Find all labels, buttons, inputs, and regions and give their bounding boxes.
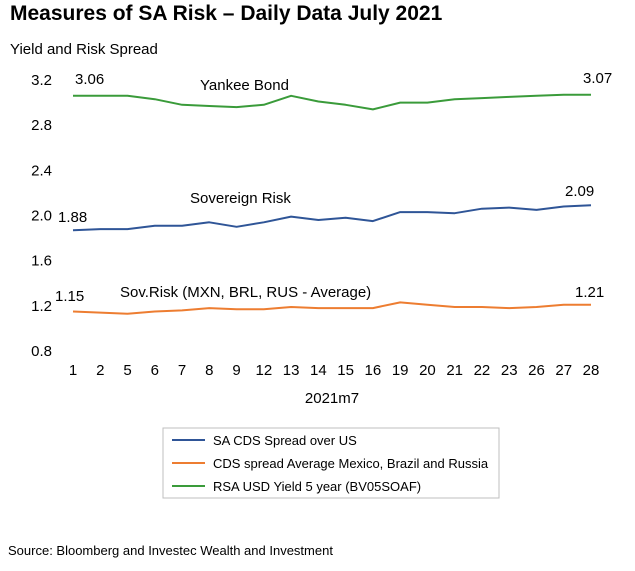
x-tick-label: 7 [178,362,186,379]
y-tick-label: 0.8 [31,343,52,360]
value-label-average-start: 1.15 [55,288,84,305]
x-tick-label: 21 [446,362,463,379]
series-line-2 [73,93,591,111]
series-line-1 [72,301,591,315]
chart-title: Measures of SA Risk – Daily Data July 20… [10,2,443,25]
y-tick-label: 2.8 [31,117,52,134]
x-tick-label: 20 [419,362,436,379]
annotation-sovereign-risk: Sovereign Risk [190,190,291,207]
value-label-yankee-end: 3.07 [583,70,612,87]
value-label-sovereign-end: 2.09 [565,183,594,200]
value-label-average-end: 1.21 [575,284,604,301]
legend-box [162,427,500,499]
x-tick-label: 28 [583,362,600,379]
x-tick-label: 26 [528,362,545,379]
y-tick-label: 3.2 [31,72,52,89]
y-tick-labels: 0.8 1.2 1.6 2.0 2.4 2.8 3.2 [31,72,52,360]
x-axis-label: 2021m7 [305,390,359,407]
x-tick-label: 14 [310,362,327,379]
y-tick-label: 2.4 [31,162,52,179]
y-axis-label: Yield and Risk Spread [10,41,158,58]
legend-label-cds-average: CDS spread Average Mexico, Brazil and Ru… [213,456,489,471]
x-tick-label: 12 [255,362,272,379]
x-tick-label: 2 [96,362,104,379]
y-tick-label: 1.2 [31,298,52,315]
x-tick-label: 23 [501,362,518,379]
y-tick-label: 2.0 [31,208,52,225]
value-label-sovereign-start: 1.88 [58,209,87,226]
value-label-yankee-start: 3.06 [75,71,104,88]
x-tick-label: 5 [123,362,131,379]
legend-label-rsa-yield: RSA USD Yield 5 year (BV05SOAF) [213,479,421,494]
x-tick-label: 1 [69,362,77,379]
x-tick-label: 9 [232,362,240,379]
annotation-yankee-bond: Yankee Bond [200,77,289,94]
x-tick-labels: 1 2 5 6 7 8 9 12 13 14 15 16 19 20 21 22 23 26 27 28 [69,362,600,379]
x-tick-label: 15 [337,362,354,379]
x-tick-label: 6 [151,362,159,379]
series-lines [72,93,592,315]
x-tick-label: 8 [205,362,213,379]
x-tick-label: 22 [474,362,491,379]
y-tick-label: 1.6 [31,253,52,270]
legend: SA CDS Spread over US CDS spread Average… [162,427,500,499]
annotation-sov-risk-average: Sov.Risk (MXN, BRL, RUS - Average) [120,284,371,301]
series-line-0 [72,204,592,232]
x-tick-label: 16 [365,362,382,379]
source-note: Source: Bloomberg and Investec Wealth an… [8,543,333,558]
legend-label-sa-cds: SA CDS Spread over US [213,433,357,448]
x-tick-label: 13 [283,362,300,379]
x-tick-label: 27 [555,362,572,379]
x-tick-label: 19 [392,362,409,379]
